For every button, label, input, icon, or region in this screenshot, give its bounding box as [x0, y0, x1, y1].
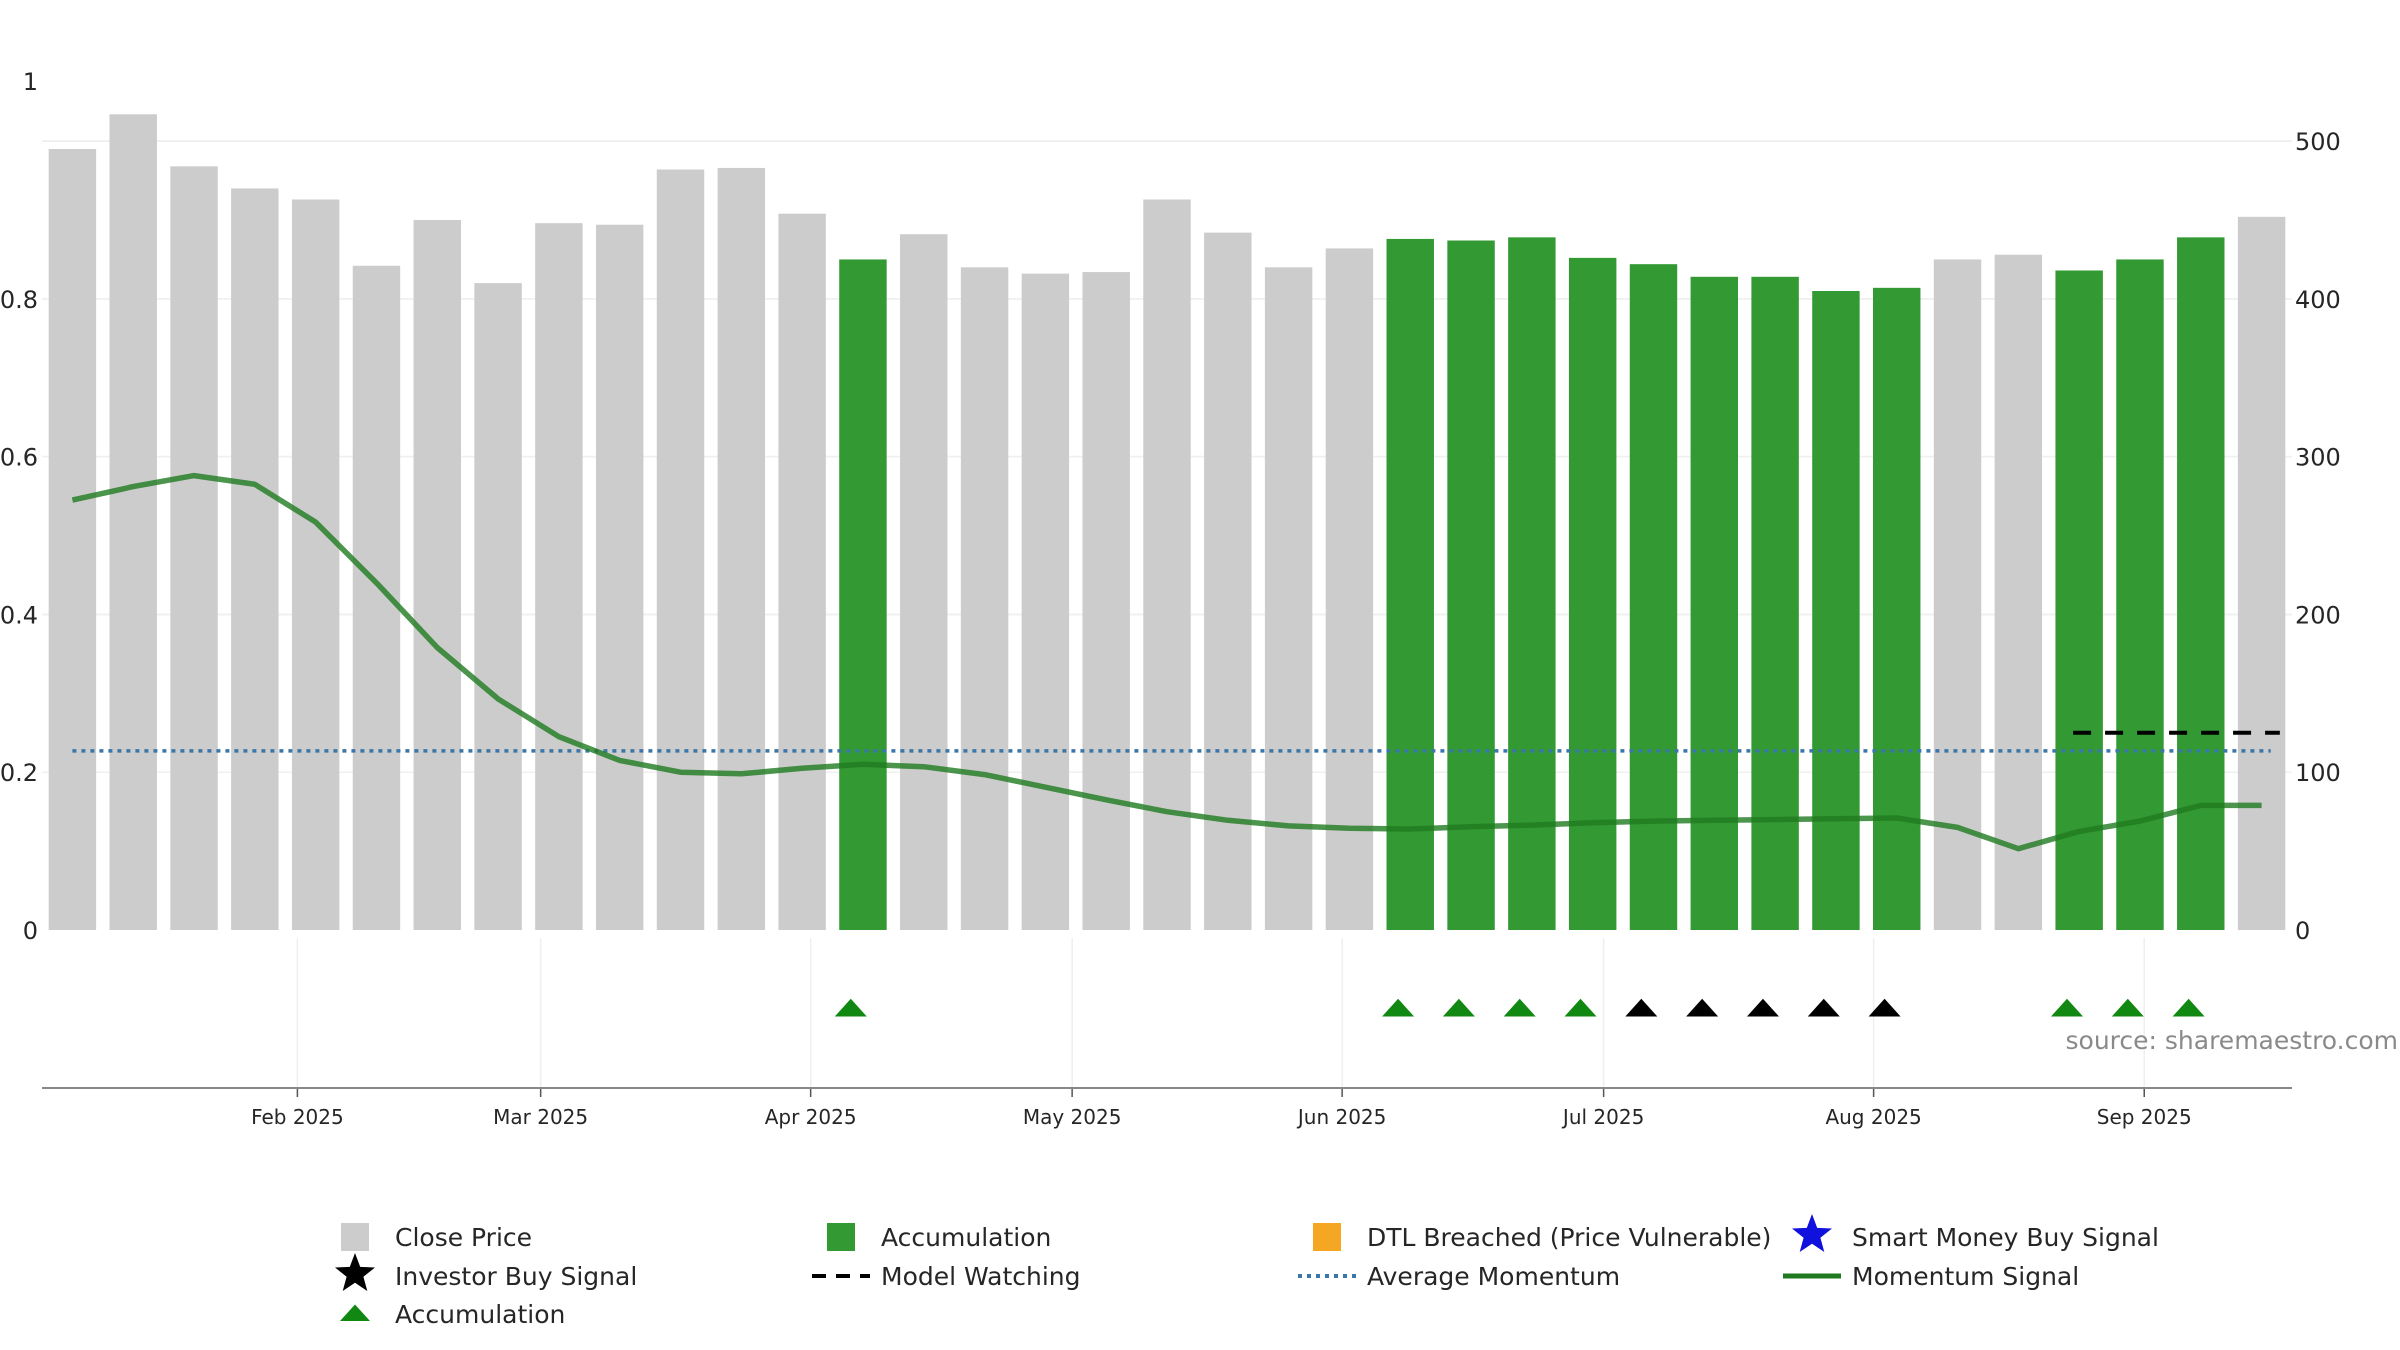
- accumulation-bar: [1629, 264, 1678, 931]
- x-tick-label: Jul 2025: [1561, 1105, 1644, 1129]
- close-price-bar: [231, 188, 279, 930]
- x-tick-label: Apr 2025: [765, 1105, 857, 1129]
- right-axis-tick-label: 500: [2295, 128, 2341, 156]
- legend: Close Price Accumulation DTL Breached (Pri…: [335, 1214, 2159, 1329]
- legend-label: Momentum Signal: [1852, 1262, 2079, 1291]
- legend-label: Close Price: [395, 1223, 532, 1252]
- close-price-bar: [960, 267, 1009, 930]
- legend-label: Accumulation: [881, 1223, 1051, 1252]
- close-price-bar: [1204, 232, 1252, 931]
- close-price-bar: [1143, 199, 1191, 930]
- accumulation-bar: [2177, 237, 2225, 930]
- x-tick-label: May 2025: [1023, 1105, 1122, 1129]
- axes: 0 0.2 0.4 0.6 0.8 1 0 100 200 300 400 500 Feb 2025 Ma…: [0, 68, 2341, 1129]
- x-tick-label: Jun 2025: [1296, 1105, 1387, 1129]
- close-price-bar: [474, 283, 522, 931]
- accumulation-bar: [1690, 276, 1739, 930]
- close-price-bar: [1082, 272, 1130, 931]
- legend-label: Smart Money Buy Signal: [1852, 1223, 2159, 1252]
- smart-money-star-icon: [1792, 1214, 1832, 1252]
- price-bars: [48, 114, 2286, 931]
- momentum-lines: [71, 472, 2280, 852]
- legend-label: Investor Buy Signal: [395, 1262, 637, 1291]
- x-tick-label: Sep 2025: [2097, 1105, 2192, 1129]
- investor-buy-triangle-marker: [1625, 998, 1658, 1017]
- close-price-bar: [109, 114, 157, 931]
- source-label: source: sharemaestro.com: [2066, 1026, 2399, 1055]
- accumulation-triangle-marker: [2111, 998, 2144, 1017]
- right-axis-tick-label: 0: [2295, 917, 2310, 945]
- investor-buy-triangle-marker: [1868, 998, 1901, 1017]
- signal-markers: [834, 998, 2205, 1017]
- close-price-bar: [1021, 273, 1070, 931]
- close-price-bar: [717, 167, 766, 930]
- left-axis-tick-label: 0.8: [0, 286, 38, 314]
- close-price-bar: [1264, 267, 1313, 930]
- legend-label: DTL Breached (Price Vulnerable): [1367, 1223, 1771, 1252]
- investor-buy-triangle-marker: [1807, 998, 1840, 1017]
- accumulation-bar: [1386, 238, 1434, 930]
- investor-buy-triangle-marker: [1686, 998, 1719, 1017]
- accumulation-triangle-marker: [1564, 998, 1597, 1017]
- close-price-bar: [413, 220, 461, 930]
- close-price-bar: [1933, 259, 1982, 930]
- accumulation-triangle-marker: [834, 998, 867, 1017]
- close-price-bar: [48, 149, 97, 930]
- x-tick-label: Mar 2025: [493, 1105, 588, 1129]
- left-axis-tick-label: 0: [23, 917, 38, 945]
- left-axis-tick-label: 0.2: [0, 759, 38, 787]
- close-price-bar: [2237, 216, 2286, 930]
- left-axis-top-label: 1: [23, 68, 38, 96]
- accumulation-bar: [839, 259, 887, 930]
- right-axis-tick-label: 100: [2295, 759, 2341, 787]
- left-axis-tick-label: 0.4: [0, 601, 38, 629]
- investor-buy-triangle-marker: [1746, 998, 1779, 1017]
- close-price-bar: [1994, 254, 2043, 930]
- close-price-bar: [535, 223, 583, 931]
- accumulation-bar: [1873, 287, 1921, 930]
- close-price-bar: [656, 169, 705, 930]
- right-axis-tick-label: 300: [2295, 444, 2341, 472]
- legend-label: Model Watching: [881, 1262, 1081, 1291]
- accumulation-bar: [2116, 259, 2164, 930]
- accumulation-triangle-marker: [1382, 998, 1415, 1017]
- legend-label: Accumulation: [395, 1300, 565, 1329]
- accumulation-triangle-marker: [2172, 998, 2205, 1017]
- dtl-breached-swatch: [1313, 1223, 1341, 1251]
- right-axis-tick-label: 400: [2295, 286, 2341, 314]
- close-price-bar: [170, 166, 218, 930]
- accumulation-triangle-marker: [2051, 998, 2083, 1017]
- momentum-signal-line: [71, 472, 2262, 852]
- x-tick-label: Feb 2025: [251, 1105, 344, 1129]
- accumulation-bar: [2055, 270, 2103, 930]
- investor-buy-star-icon: [335, 1253, 375, 1291]
- close-price-bar: [291, 199, 340, 930]
- close-price-bar: [595, 224, 644, 930]
- legend-label: Average Momentum: [1367, 1262, 1620, 1291]
- x-tick-label: Aug 2025: [1825, 1105, 1921, 1129]
- left-axis-tick-label: 0.6: [0, 444, 38, 472]
- accumulation-bar: [1568, 257, 1617, 930]
- accumulation-bar: [1508, 237, 1556, 930]
- accumulation-bar: [1447, 240, 1495, 930]
- accumulation-bar: [1751, 276, 1799, 930]
- accumulation-bar: [1812, 291, 1860, 930]
- accumulation-triangle-marker: [1503, 998, 1536, 1017]
- right-axis-tick-label: 200: [2295, 601, 2341, 629]
- close-price-bar: [1325, 248, 1374, 930]
- close-price-bar: [900, 234, 948, 930]
- accumulation-triangle-swatch: [340, 1304, 370, 1322]
- close-price-bar: [778, 213, 826, 930]
- close-price-swatch: [341, 1223, 369, 1251]
- accumulation-triangle-marker: [1442, 998, 1475, 1017]
- accumulation-swatch: [827, 1223, 855, 1251]
